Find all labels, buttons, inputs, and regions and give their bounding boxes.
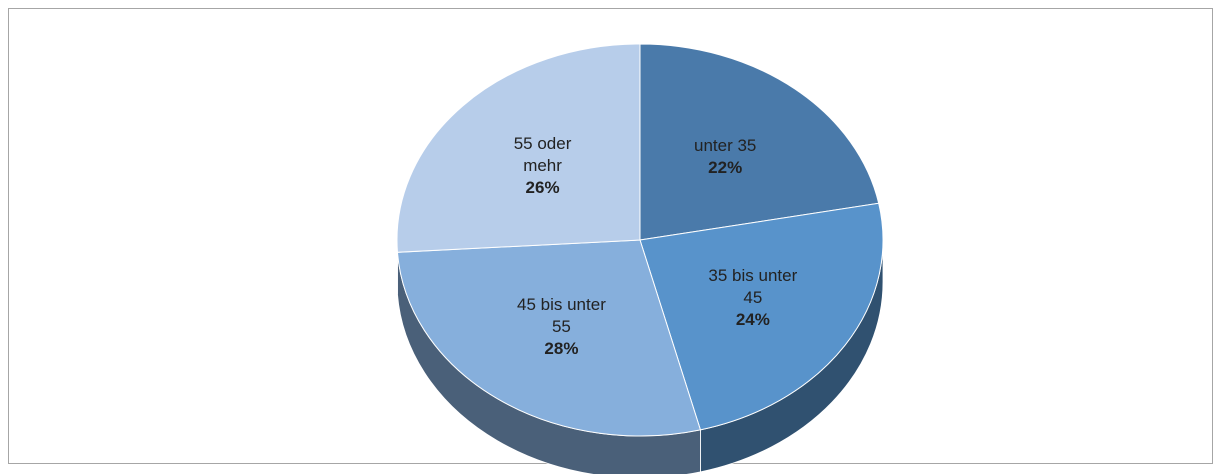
pie-slice: [396, 239, 702, 437]
pie-slice: [639, 43, 880, 241]
value-label: 24%: [735, 309, 770, 329]
slice-label: 45 bis unter 55 28%: [515, 294, 607, 360]
slice-label: 35 bis unter 45 24%: [707, 265, 799, 331]
value-label: 28%: [544, 339, 579, 359]
category-label: unter 35: [693, 135, 757, 155]
category-label: 45 bis unter 55: [517, 295, 606, 337]
pie-slice: [639, 202, 884, 431]
value-label: 26%: [525, 178, 560, 198]
category-label: 55 oder mehr: [513, 134, 572, 176]
pie-slice: [396, 43, 641, 253]
slice-label: 55 oder mehr 26%: [497, 133, 589, 199]
category-label: 35 bis unter 45: [708, 265, 798, 307]
value-label: 22%: [708, 157, 743, 177]
slice-label: unter 35 22%: [679, 135, 771, 179]
